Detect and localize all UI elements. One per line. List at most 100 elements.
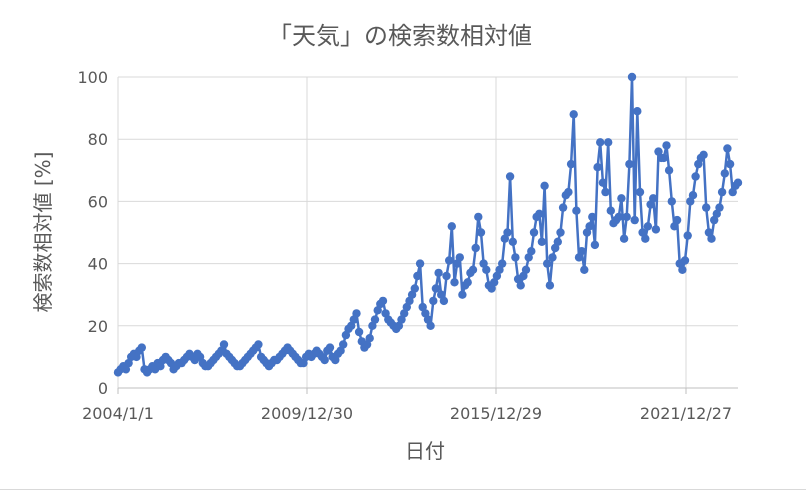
bottom-divider	[0, 489, 806, 490]
data-point	[540, 181, 549, 190]
data-point	[511, 253, 520, 262]
data-point	[556, 228, 565, 237]
data-point	[426, 321, 435, 330]
data-point	[474, 212, 483, 222]
data-point	[400, 309, 409, 318]
data-point	[498, 259, 507, 268]
data-point	[672, 215, 682, 225]
data-point	[463, 278, 472, 287]
series-layer	[113, 72, 743, 377]
data-point	[707, 234, 716, 243]
data-point	[505, 172, 515, 181]
data-point	[585, 222, 594, 231]
y-tick-label: 80	[88, 130, 108, 149]
data-point	[410, 284, 419, 293]
data-point	[596, 138, 605, 147]
data-point	[619, 234, 629, 243]
data-point	[688, 191, 698, 200]
data-point	[678, 265, 687, 274]
data-point	[664, 166, 674, 175]
data-point	[439, 296, 449, 306]
data-point	[537, 237, 547, 246]
data-point	[450, 278, 459, 287]
data-point	[535, 209, 544, 218]
data-point	[482, 265, 491, 274]
data-point	[601, 187, 610, 197]
data-point	[649, 194, 658, 203]
data-point	[627, 72, 637, 82]
data-point	[521, 265, 531, 274]
axis-layer: 0 20 40 60 80 100 2004/1/1 2009/12/30 2015/12/29…	[77, 68, 738, 423]
data-point	[691, 172, 700, 181]
data-point	[564, 187, 573, 197]
data-point	[373, 306, 382, 315]
data-point	[137, 343, 146, 352]
data-point	[471, 243, 480, 253]
data-point	[566, 159, 576, 169]
y-tick-label: 0	[98, 379, 108, 398]
data-point	[588, 212, 597, 222]
data-point	[339, 340, 348, 349]
data-point	[352, 309, 361, 318]
data-point	[683, 231, 692, 240]
data-point	[431, 284, 441, 293]
data-point	[715, 203, 724, 212]
data-point	[362, 340, 372, 349]
data-point	[614, 212, 623, 222]
chart-title: 「天気」の検索数相対値	[268, 22, 532, 50]
data-point	[413, 271, 422, 281]
data-point	[516, 281, 525, 290]
data-point	[720, 169, 729, 178]
data-point	[733, 178, 743, 187]
data-point	[617, 194, 626, 203]
data-point	[445, 256, 454, 265]
data-point	[593, 163, 602, 172]
data-point	[527, 247, 536, 256]
data-point	[717, 187, 727, 197]
data-point	[702, 203, 711, 212]
data-point	[415, 259, 425, 268]
data-point	[659, 153, 668, 163]
data-point	[553, 237, 562, 246]
data-point	[468, 265, 478, 274]
data-point	[580, 265, 589, 274]
data-point	[418, 302, 427, 312]
data-point	[429, 296, 438, 306]
data-point	[641, 234, 650, 243]
data-point	[219, 340, 229, 349]
data-point	[558, 203, 568, 212]
y-tick-label: 40	[88, 255, 108, 274]
data-point	[370, 315, 380, 324]
data-point	[662, 141, 671, 150]
data-point	[447, 222, 456, 231]
data-point	[577, 247, 586, 256]
data-point	[354, 327, 364, 337]
data-point	[548, 253, 557, 262]
x-tick-label: 2021/12/27	[640, 404, 732, 423]
data-point	[545, 281, 555, 290]
y-tick-label: 100	[77, 68, 108, 87]
data-point	[651, 225, 661, 234]
data-point	[630, 215, 639, 225]
data-point	[604, 138, 613, 147]
data-point	[325, 343, 335, 352]
y-axis-title: 検索数相対値 [%]	[31, 152, 55, 313]
data-point	[598, 178, 608, 187]
data-point	[503, 228, 512, 237]
data-point	[458, 290, 467, 299]
x-tick-label: 2015/12/29	[450, 404, 542, 423]
data-point	[633, 107, 642, 116]
grid-layer	[117, 76, 738, 388]
y-tick-label: 60	[88, 192, 108, 211]
data-point	[654, 147, 663, 156]
data-point	[699, 150, 708, 159]
data-point	[723, 144, 732, 153]
data-point	[320, 355, 329, 365]
data-point	[590, 240, 600, 250]
data-point	[728, 187, 737, 197]
data-point	[529, 228, 539, 237]
data-point	[680, 256, 690, 265]
data-point	[490, 278, 499, 287]
x-axis-title: 日付	[405, 439, 445, 463]
